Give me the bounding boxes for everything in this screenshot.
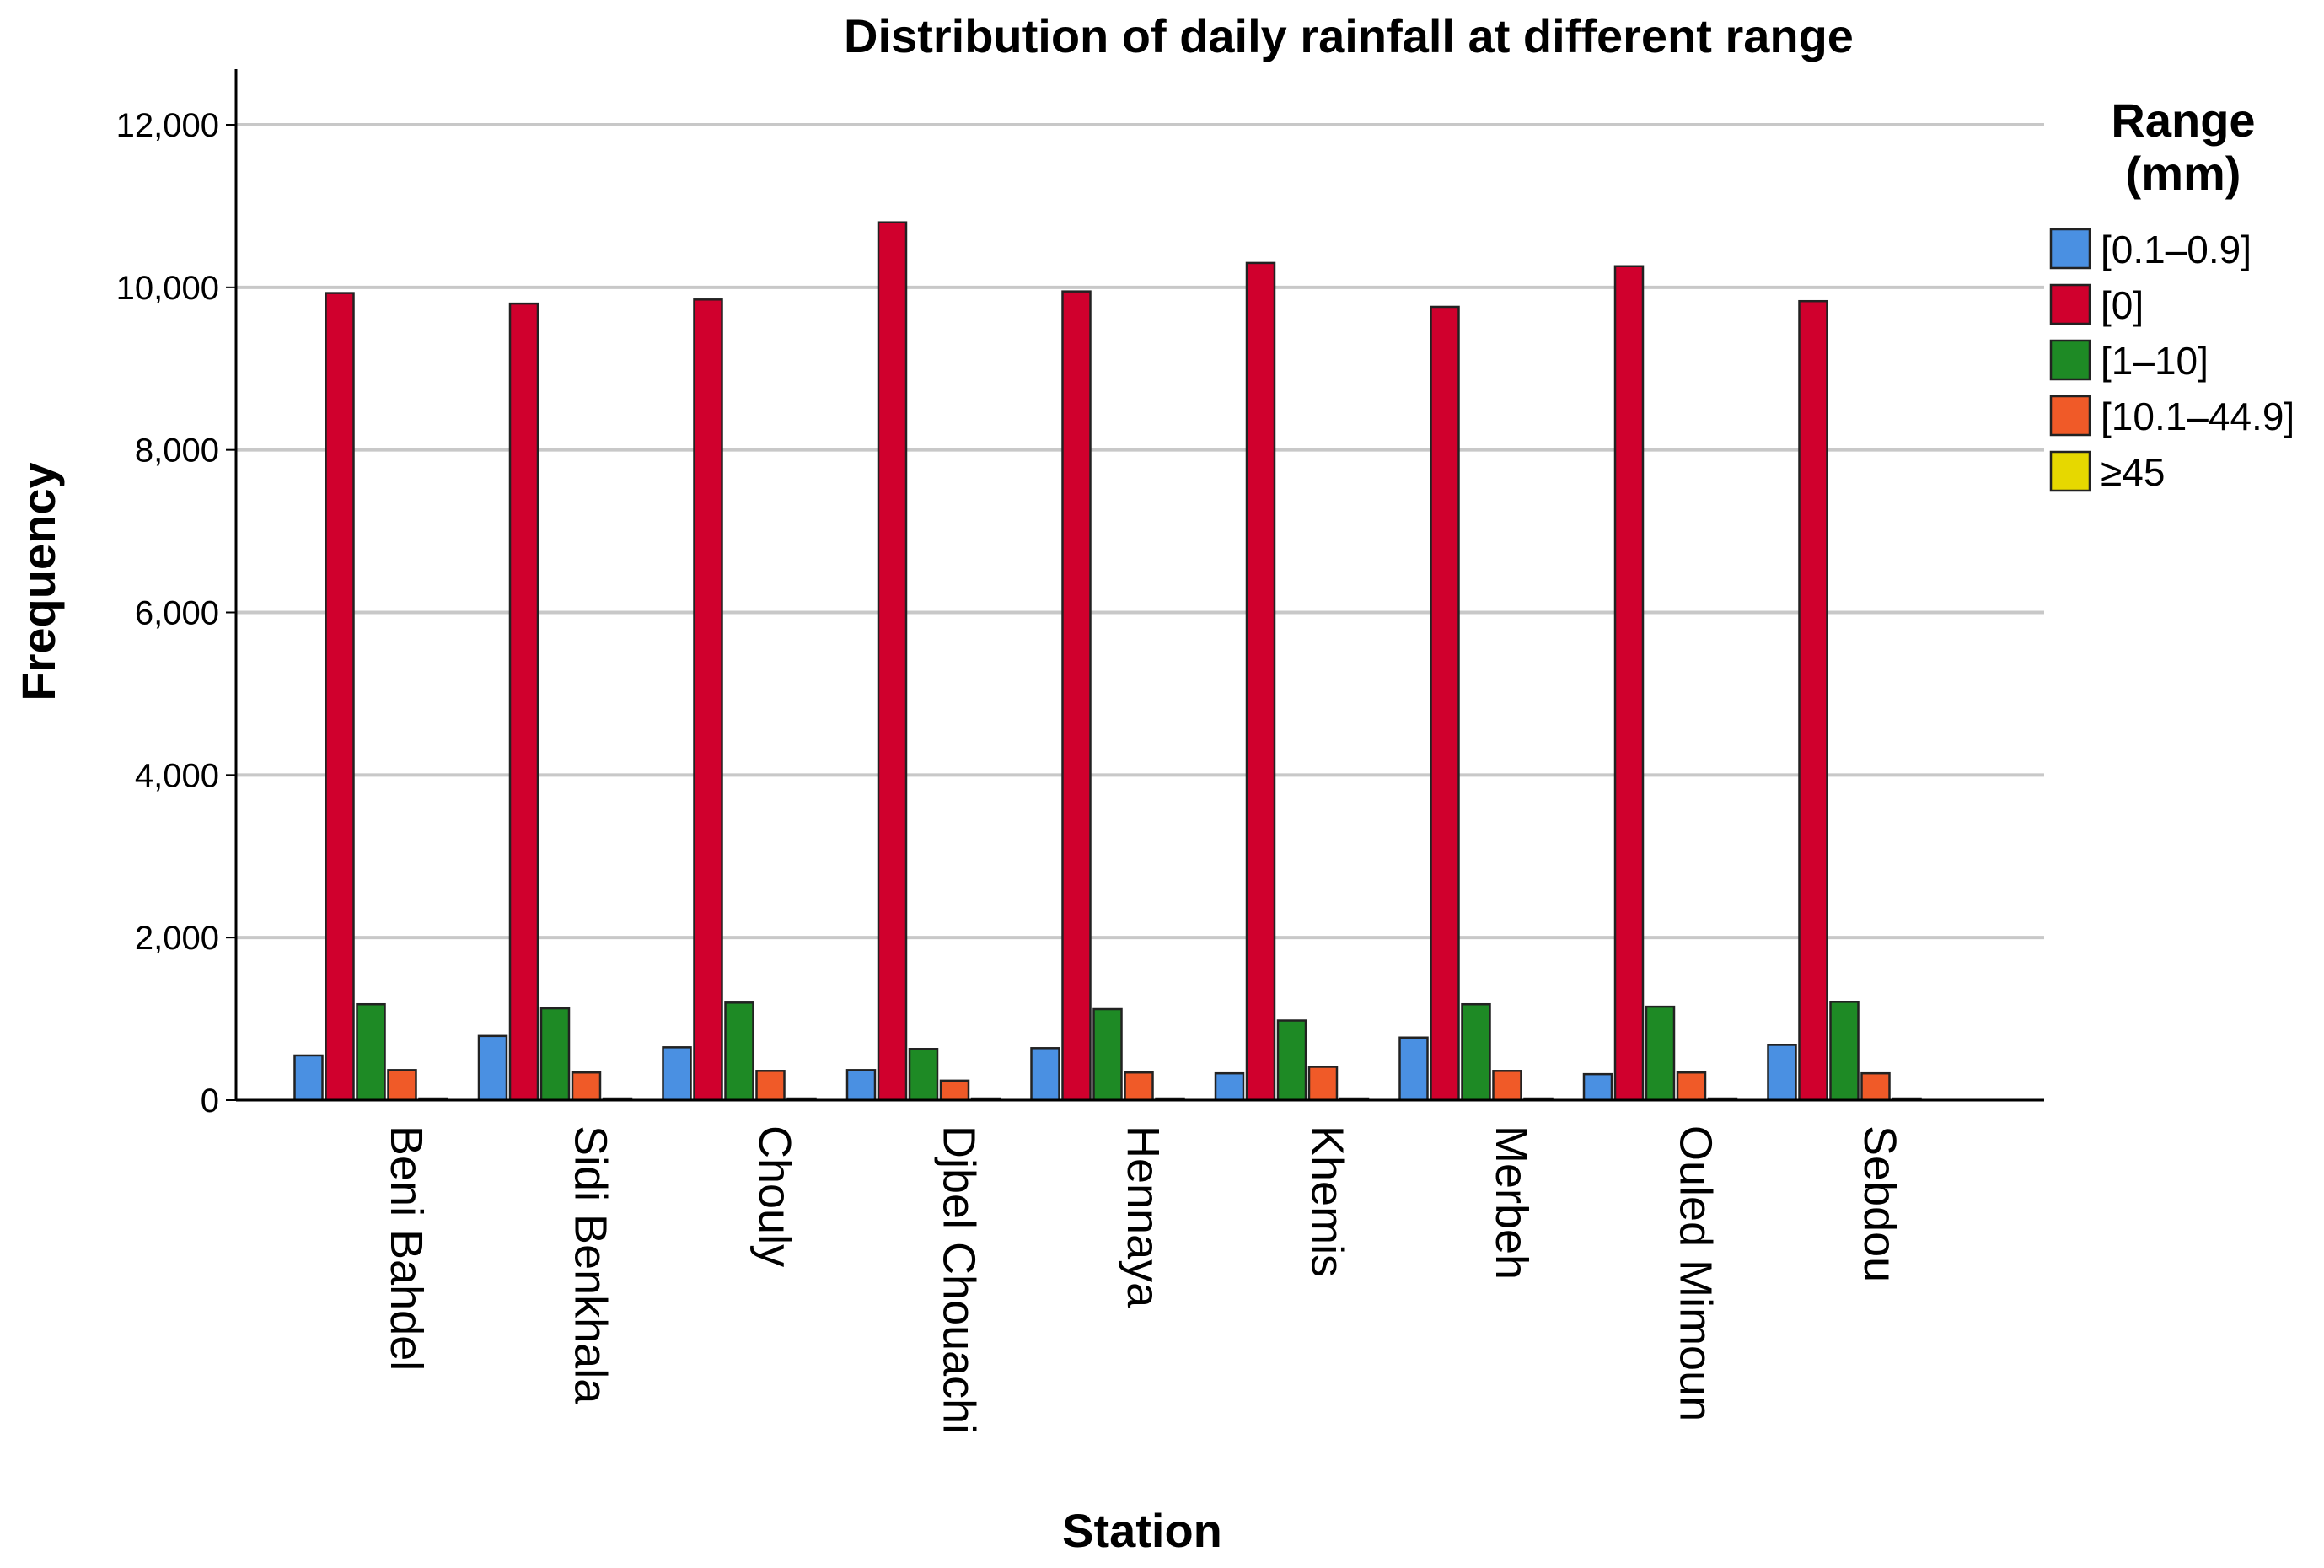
bar bbox=[1061, 290, 1092, 1102]
y-tick-label: 4,000 bbox=[135, 757, 219, 794]
bar bbox=[1767, 1044, 1797, 1102]
y-tick-label: 10,000 bbox=[116, 270, 219, 307]
bar bbox=[1030, 1047, 1060, 1102]
x-category-label: Ouled Mimoun bbox=[1671, 1125, 1721, 1421]
bar bbox=[1613, 265, 1645, 1102]
x-category-label: Djbel Chouachi bbox=[934, 1125, 985, 1434]
legend-swatch bbox=[2049, 283, 2091, 325]
x-category-label: Beni Bahdel bbox=[381, 1125, 432, 1371]
bar bbox=[1245, 261, 1276, 1102]
x-axis-title: Station bbox=[1062, 1504, 1222, 1557]
bar bbox=[1430, 305, 1460, 1102]
bar bbox=[1645, 1005, 1676, 1102]
bar bbox=[1124, 1071, 1154, 1102]
legend-title-line2: (mm) bbox=[2126, 147, 2241, 200]
bar bbox=[1214, 1071, 1245, 1102]
x-category-label: Sebdou bbox=[1854, 1125, 1905, 1282]
y-tick-label: 2,000 bbox=[135, 920, 219, 957]
bar bbox=[1492, 1070, 1522, 1102]
x-category-label: Khemis bbox=[1302, 1125, 1353, 1277]
bars bbox=[293, 221, 1922, 1102]
bar bbox=[693, 298, 723, 1102]
legend-label: [0.1–0.9] bbox=[2101, 228, 2252, 271]
bar bbox=[908, 1048, 939, 1102]
bar bbox=[939, 1079, 970, 1102]
x-category-label: Hennaya bbox=[1118, 1125, 1168, 1308]
bar bbox=[1398, 1036, 1429, 1102]
bar bbox=[1582, 1072, 1613, 1102]
bar bbox=[877, 221, 908, 1102]
y-axis-ticks: 0 2,000 4,000 6,000 8,000 10,000 12,000 bbox=[116, 107, 236, 1120]
x-category-label: Chouly bbox=[749, 1125, 800, 1267]
gridlines bbox=[236, 123, 2044, 940]
legend-swatch bbox=[2049, 450, 2091, 492]
bar bbox=[293, 1054, 324, 1102]
y-tick-label: 0 bbox=[201, 1082, 219, 1120]
y-tick-label: 6,000 bbox=[135, 595, 219, 632]
legend-swatch bbox=[2049, 339, 2091, 381]
bar bbox=[845, 1069, 877, 1102]
x-axis-categories: Beni Bahdel Sidi Benkhala Chouly Djbel Chou… bbox=[381, 1125, 1905, 1434]
legend-label: ≥45 bbox=[2101, 450, 2165, 494]
y-axis-title: Frequency bbox=[12, 462, 65, 701]
bar bbox=[1829, 1001, 1860, 1102]
legend-label: [1–10] bbox=[2101, 339, 2209, 383]
bar bbox=[477, 1034, 508, 1102]
bar bbox=[1092, 1007, 1123, 1102]
bar bbox=[539, 1007, 571, 1102]
x-category-label: Sidi Benkhala bbox=[566, 1125, 616, 1404]
x-category-label: Merbeh bbox=[1486, 1125, 1537, 1280]
axes bbox=[234, 69, 2044, 1102]
bar bbox=[571, 1071, 602, 1102]
bar bbox=[755, 1070, 786, 1102]
bar bbox=[356, 1002, 386, 1102]
legend-swatch bbox=[2049, 395, 2091, 437]
legend-swatch bbox=[2049, 228, 2091, 270]
y-tick-label: 8,000 bbox=[135, 432, 219, 470]
bar bbox=[1461, 1002, 1491, 1102]
bar bbox=[724, 1001, 754, 1102]
bar bbox=[325, 292, 355, 1102]
bar bbox=[1860, 1071, 1891, 1102]
bar bbox=[1307, 1066, 1339, 1102]
bar bbox=[1798, 299, 1828, 1102]
bar bbox=[508, 302, 539, 1102]
legend-label: [10.1–44.9] bbox=[2101, 395, 2294, 438]
legend: Range (mm) [0.1–0.9] [0] [1–10] [10.1–44.9]… bbox=[2049, 94, 2294, 494]
y-tick-label: 12,000 bbox=[116, 107, 219, 144]
legend-title-line1: Range bbox=[2111, 94, 2255, 147]
chart-title: Distribution of daily rainfall at differ… bbox=[844, 9, 1854, 62]
bar bbox=[387, 1069, 417, 1102]
bar bbox=[1676, 1071, 1707, 1102]
bar bbox=[662, 1046, 692, 1102]
bar bbox=[1276, 1019, 1307, 1102]
legend-label: [0] bbox=[2101, 283, 2144, 327]
